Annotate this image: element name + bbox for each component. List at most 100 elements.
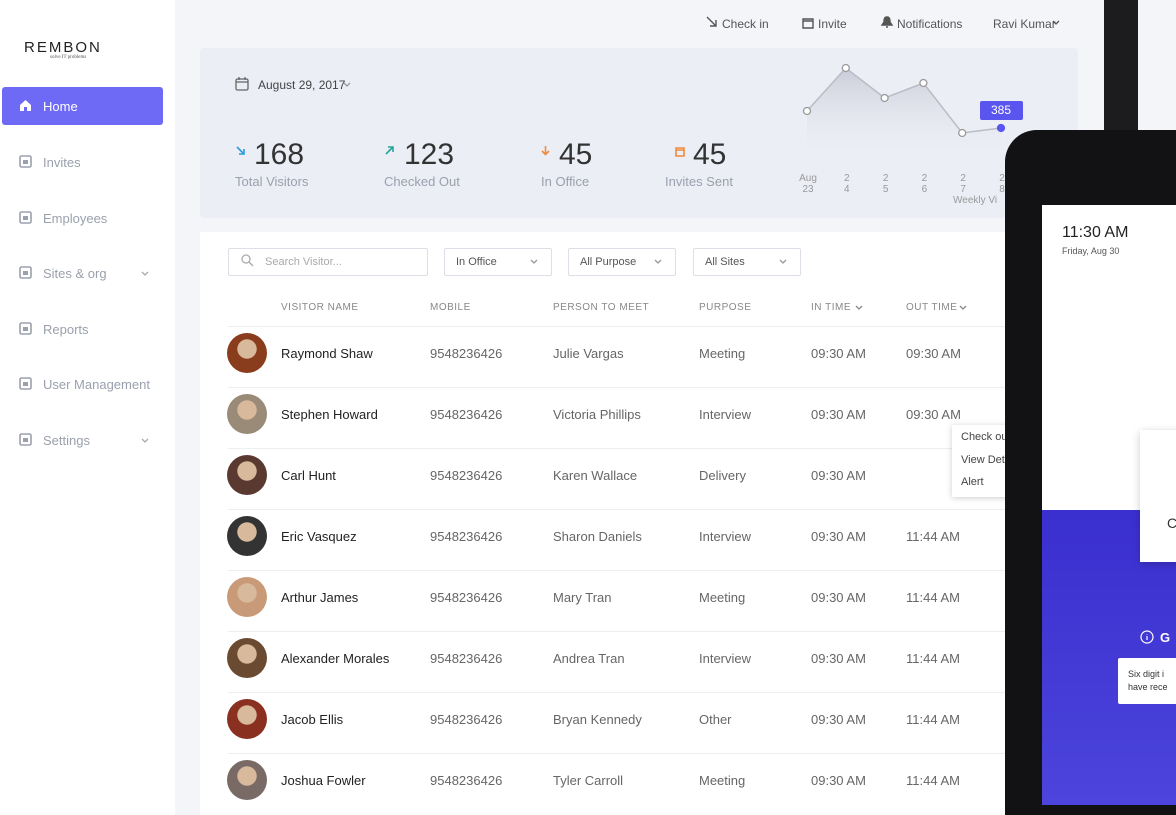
table-cell: Karen Wallace [553,468,638,483]
topbar-icon [802,18,814,29]
topbar-item[interactable]: Check in [722,17,769,31]
column-header: VISITOR NAME [281,302,359,313]
stat-icon [675,147,685,157]
filter-label: In Office [456,256,497,268]
brand-tagline: solve IT problems [50,55,87,60]
avatar [227,760,267,800]
topbar-item[interactable]: Notifications [897,17,963,31]
table-cell: 9548236426 [430,529,503,544]
table-cell: 9548236426 [430,651,503,666]
table-cell: 09:30 AM [811,651,866,666]
filter-sites[interactable] [693,248,801,276]
table-cell: Delivery [699,468,746,483]
visitor-name[interactable]: Joshua Fowler [281,773,366,788]
tooltip [1118,658,1176,704]
table-cell: 9548236426 [430,346,503,361]
filter-purpose[interactable] [568,248,676,276]
nav-item[interactable]: Reports [43,322,89,337]
nav-item[interactable]: Employees [43,211,108,226]
table-cell: 11:44 AM [906,712,960,727]
menu-item[interactable]: Check ou [961,431,1008,443]
user-menu[interactable]: Ravi Kumar [993,17,1056,31]
visitor-name[interactable]: Arthur James [281,590,359,605]
menu-item[interactable]: View Det [961,453,1005,466]
nav-item[interactable]: Invites [43,155,81,170]
stat-label: Invites Sent [665,174,733,189]
column-header[interactable]: OUT TIME [906,302,958,313]
stat-value: 168 [254,138,305,171]
topbar-item[interactable]: Invite [818,17,847,31]
table-cell: 9548236426 [430,407,503,422]
column-header: PURPOSE [699,302,752,313]
table-cell: Meeting [699,346,746,361]
line [806,66,1002,134]
stat-value: 45 [693,138,727,171]
table-cell: 9548236426 [430,590,503,605]
value-label-bg [980,101,1023,120]
row-divider [228,570,1028,571]
stat-value: 123 [404,138,455,171]
stat-icon [541,146,550,156]
visitor-name[interactable]: Alexander Morales [281,651,390,666]
filter-label: All Purpose [580,256,637,268]
visitor-name[interactable]: Eric Vasquez [281,529,357,544]
nav-icon [19,322,32,335]
stat-label: In Office [541,174,590,189]
table-cell: Interview [699,407,752,422]
nav-icon [20,100,31,111]
row-divider [228,631,1028,632]
filter-status[interactable] [444,248,552,276]
avatar [227,516,267,556]
menu-item[interactable]: Alert [961,476,984,488]
tablet-card-text: C [1167,515,1176,531]
nav-item[interactable]: User Management [43,377,150,392]
chevron [343,82,351,87]
visitor-name[interactable]: Jacob Ellis [281,712,344,727]
table-cell: Andrea Tran [553,651,625,666]
nav-item[interactable]: Home [43,99,78,114]
visitor-name[interactable]: Stephen Howard [281,407,378,422]
table-cell: 09:30 AM [811,590,866,605]
chart-caption: Weekly Vi [953,195,997,206]
nav-item[interactable]: Sites & org [43,266,107,281]
tablet-card [1140,430,1176,562]
table-cell: Interview [699,651,752,666]
line-point [802,106,812,116]
visitor-name[interactable]: Carl Hunt [281,468,336,483]
filter-search[interactable] [228,248,428,276]
avatar [227,455,267,495]
stat-value: 45 [559,138,593,171]
row-divider [228,753,1028,754]
chevron [654,259,662,264]
stat-icon [236,146,245,155]
column-header: PERSON TO MEET [553,302,650,313]
nav-item[interactable]: Settings [43,433,90,448]
column-header[interactable]: IN TIME [811,302,851,313]
row-divider [228,448,1028,449]
tablet-info: G [1160,630,1171,645]
table-cell: Bryan Kennedy [553,712,642,727]
avatar [227,638,267,678]
value-label: 385 [991,103,1011,117]
chevron [1052,20,1060,25]
info-icon [1140,630,1154,644]
table-cell: Meeting [699,590,746,605]
table-cell: 09:30 AM [811,712,866,727]
table-cell: 09:30 AM [811,529,866,544]
table-cell: 09:30 AM [811,407,866,422]
nav-icon [19,433,32,446]
avatar [227,699,267,739]
table-card [200,232,1030,815]
chevron [779,259,787,264]
visitor-name[interactable]: Raymond Shaw [281,346,373,361]
table-cell: 9548236426 [430,773,503,788]
table-cell: 09:30 AM [906,346,961,361]
table-cell: Meeting [699,773,746,788]
date-picker[interactable]: August 29, 2017 [258,78,346,92]
line-point [958,128,967,138]
nav-icon [19,377,32,390]
nav-icon [19,266,32,279]
